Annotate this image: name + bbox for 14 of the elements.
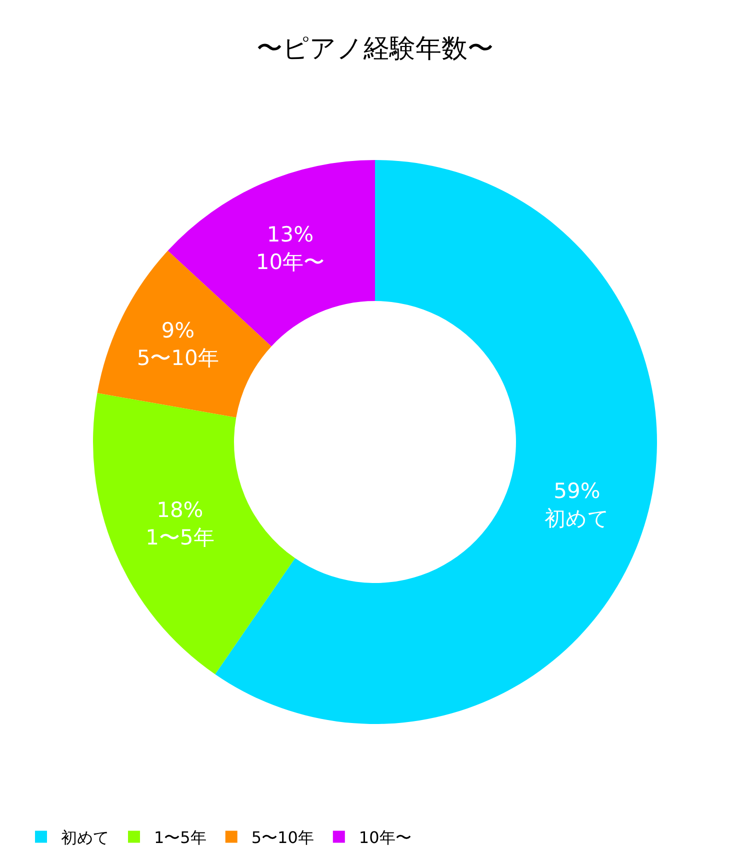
slice-label: 1〜5年: [146, 525, 214, 550]
data-label: 9%: [161, 318, 195, 343]
data-label: 13%: [266, 222, 314, 247]
chart-title: 〜ピアノ経験年数〜: [256, 34, 494, 64]
data-label: 18%: [156, 498, 204, 522]
data-label: 59%: [554, 479, 600, 504]
slice-label: 5〜10年: [136, 346, 219, 370]
legend-label: 1〜5年: [154, 828, 206, 848]
slice-label: 初めて: [544, 506, 610, 530]
legend-label: 10年〜: [358, 828, 412, 848]
donut-slice: [93, 393, 296, 674]
legend-label: 初めて: [61, 828, 109, 848]
slice-label: 10年〜: [256, 250, 325, 274]
legend-label: 5〜10年: [251, 828, 314, 848]
